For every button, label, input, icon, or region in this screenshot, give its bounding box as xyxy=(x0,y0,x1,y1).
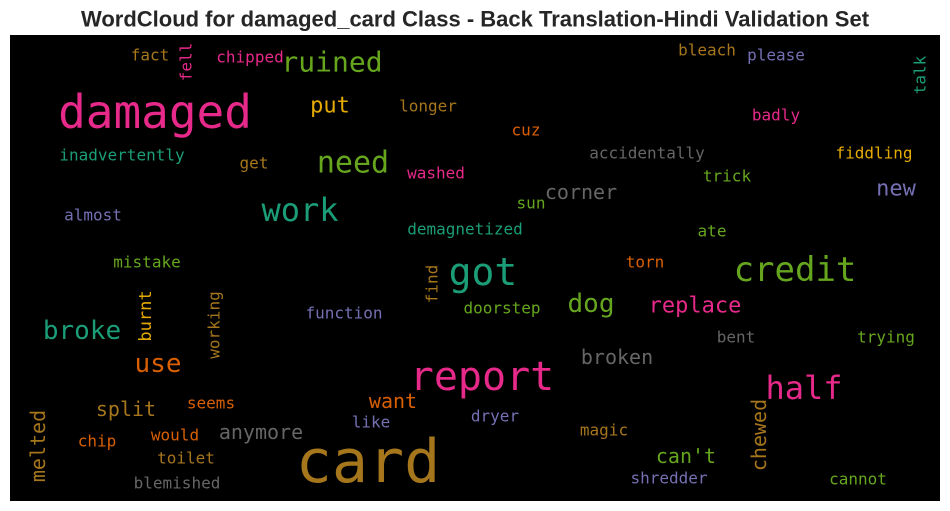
word: mistake xyxy=(113,253,180,272)
word: shredder xyxy=(630,469,707,488)
word: doorstep xyxy=(463,299,540,318)
word: working xyxy=(205,291,224,358)
word: dryer xyxy=(471,407,520,426)
word: corner xyxy=(545,180,617,204)
word: fact xyxy=(131,46,170,65)
chart-title: WordCloud for damaged_card Class - Back … xyxy=(81,7,870,32)
word: need xyxy=(317,146,389,181)
word: demagnetized xyxy=(407,220,523,239)
word: half xyxy=(765,369,842,407)
word: chipped xyxy=(216,48,283,67)
cloud-background xyxy=(10,35,940,501)
word: blemished xyxy=(134,474,221,493)
word: report xyxy=(410,354,555,400)
word: broke xyxy=(43,316,121,346)
word: like xyxy=(352,413,391,432)
word: got xyxy=(449,250,518,294)
word: can't xyxy=(656,444,716,468)
word: sun xyxy=(517,194,546,213)
word: magic xyxy=(580,421,628,440)
word: split xyxy=(96,397,156,421)
word: longer xyxy=(399,97,457,116)
word: washed xyxy=(407,164,465,183)
word: accidentally xyxy=(589,144,705,163)
word: find xyxy=(423,265,442,304)
word: put xyxy=(310,94,350,119)
word: work xyxy=(261,191,338,229)
word: new xyxy=(876,177,916,202)
word: talk xyxy=(911,55,930,94)
word: damaged xyxy=(58,85,252,139)
word: want xyxy=(369,389,417,413)
word: ate xyxy=(698,222,727,241)
word: inadvertently xyxy=(59,146,185,165)
word: please xyxy=(747,46,805,65)
word: bleach xyxy=(678,41,736,60)
word: melted xyxy=(26,410,50,482)
word: seems xyxy=(187,394,235,413)
word: replace xyxy=(649,294,742,319)
word: broken xyxy=(581,345,653,369)
word: card xyxy=(296,427,441,497)
word: fiddling xyxy=(835,144,912,163)
word: chewed xyxy=(747,399,771,471)
word: fell xyxy=(177,43,196,82)
word: dog xyxy=(568,289,615,319)
word: trying xyxy=(857,328,915,347)
word: anymore xyxy=(219,420,303,444)
word: burnt xyxy=(136,290,156,341)
word: cuz xyxy=(512,121,541,140)
word: cannot xyxy=(829,470,887,489)
word: chip xyxy=(78,432,117,451)
word: credit xyxy=(734,250,857,290)
word: function xyxy=(305,304,382,323)
word: ruined xyxy=(281,46,382,79)
word: get xyxy=(240,154,269,173)
word: torn xyxy=(626,253,665,272)
word: would xyxy=(151,426,199,445)
word: use xyxy=(135,349,182,379)
word: toilet xyxy=(157,449,215,468)
word: trick xyxy=(703,167,752,186)
word: badly xyxy=(752,106,801,125)
word: almost xyxy=(64,206,122,225)
word: bent xyxy=(717,328,756,347)
